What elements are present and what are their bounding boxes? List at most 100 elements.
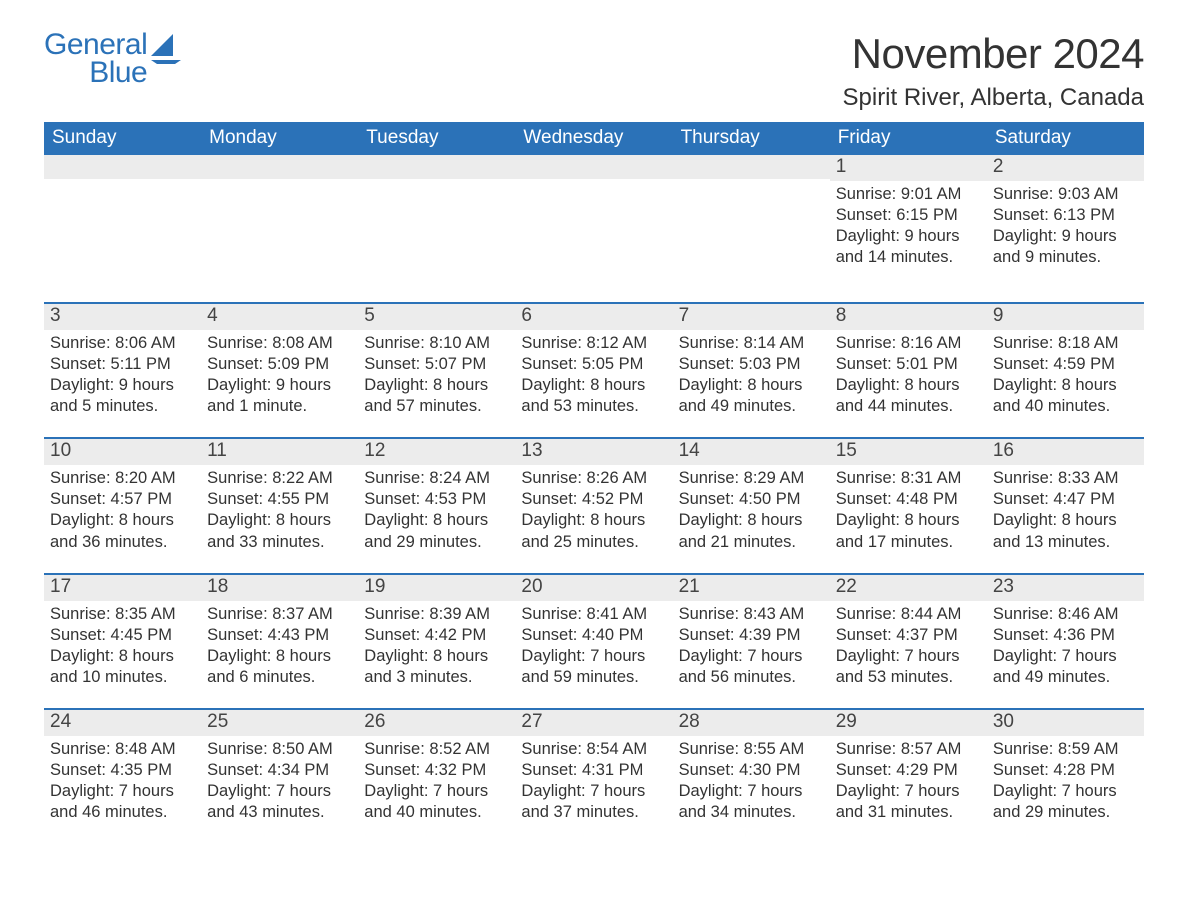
day-cell — [673, 155, 830, 303]
day-number: 22 — [830, 575, 987, 601]
day-of-week-row: Sunday Monday Tuesday Wednesday Thursday… — [44, 122, 1144, 155]
day-sunrise: Sunrise: 8:35 AM — [50, 604, 195, 625]
day-cell: 4Sunrise: 8:08 AMSunset: 5:09 PMDaylight… — [201, 303, 358, 438]
day-dl2: and 40 minutes. — [993, 396, 1138, 417]
day-sunrise: Sunrise: 8:50 AM — [207, 739, 352, 760]
day-dl1: Daylight: 7 hours — [993, 646, 1138, 667]
day-cell: 25Sunrise: 8:50 AMSunset: 4:34 PMDayligh… — [201, 709, 358, 843]
day-cell — [44, 155, 201, 303]
day-sunset: Sunset: 5:07 PM — [364, 354, 509, 375]
day-cell: 27Sunrise: 8:54 AMSunset: 4:31 PMDayligh… — [515, 709, 672, 843]
day-dl1: Daylight: 8 hours — [207, 646, 352, 667]
day-number: 17 — [44, 575, 201, 601]
day-sunset: Sunset: 4:40 PM — [521, 625, 666, 646]
day-sunset: Sunset: 6:13 PM — [993, 205, 1138, 226]
day-dl1: Daylight: 9 hours — [50, 375, 195, 396]
day-dl2: and 29 minutes. — [364, 532, 509, 553]
day-dl2: and 5 minutes. — [50, 396, 195, 417]
table-row: 17 Sunrise: 8:35 AMSunset: 4:45 PM Dayligh… — [44, 574, 1144, 709]
day-number: 30 — [987, 710, 1144, 736]
day-cell: 17Sunrise: 8:35 AMSunset: 4:45 PMDayligh… — [44, 574, 201, 709]
day-sunset: Sunset: 4:31 PM — [521, 760, 666, 781]
day-body: Sunrise: 9:03 AMSunset: 6:13 PMDaylight:… — [987, 181, 1144, 302]
day-dl2: and 21 minutes. — [679, 532, 824, 553]
day-number: 18 — [201, 575, 358, 601]
day-dl2: and 49 minutes. — [679, 396, 824, 417]
day-sunset: Sunset: 4:32 PM — [364, 760, 509, 781]
day-cell: 30Sunrise: 8:59 AMSunset: 4:28 PMDayligh… — [987, 709, 1144, 843]
day-dl1: Daylight: 7 hours — [679, 646, 824, 667]
day-cell: 9Sunrise: 8:18 AMSunset: 4:59 PMDaylight… — [987, 303, 1144, 438]
calendar-body: 1Sunrise: 9:01 AMSunset: 6:15 PMDaylight… — [44, 155, 1144, 843]
day-dl2: and 44 minutes. — [836, 396, 981, 417]
day-body — [201, 179, 358, 216]
day-sunset: Sunset: 4:59 PM — [993, 354, 1138, 375]
day-sunrise: Sunrise: 8:57 AM — [836, 739, 981, 760]
day-dl2: and 25 minutes. — [521, 532, 666, 553]
day-dl2: and 56 minutes. — [679, 667, 824, 688]
day-body: Sunrise: 8:20 AMSunset: 4:57 PMDaylight:… — [44, 465, 201, 572]
day-cell: 11Sunrise: 8:22 AMSunset: 4:55 PMDayligh… — [201, 438, 358, 573]
day-sunrise: Sunrise: 8:12 AM — [521, 333, 666, 354]
day-body: Sunrise: 8:24 AMSunset: 4:53 PMDaylight:… — [358, 465, 515, 572]
day-body: Sunrise: 8:43 AMSunset: 4:39 PMDaylight:… — [673, 601, 830, 708]
day-dl1: Daylight: 8 hours — [836, 510, 981, 531]
day-body: Sunrise: 8:12 AMSunset: 5:05 PMDaylight:… — [515, 330, 672, 437]
day-sunset: Sunset: 4:29 PM — [836, 760, 981, 781]
day-dl1: Daylight: 7 hours — [364, 781, 509, 802]
day-dl1: Daylight: 8 hours — [207, 510, 352, 531]
day-number: 26 — [358, 710, 515, 736]
day-sunrise: Sunrise: 8:55 AM — [679, 739, 824, 760]
day-sunrise: Sunrise: 8:18 AM — [993, 333, 1138, 354]
day-cell: 15Sunrise: 8:31 AMSunset: 4:48 PMDayligh… — [830, 438, 987, 573]
day-sunrise: Sunrise: 8:16 AM — [836, 333, 981, 354]
day-body: Sunrise: 8:41 AMSunset: 4:40 PMDaylight:… — [515, 601, 672, 708]
day-number: 4 — [201, 304, 358, 330]
day-sunrise: Sunrise: 8:52 AM — [364, 739, 509, 760]
logo-word-blue: Blue — [44, 58, 147, 88]
day-number: 10 — [44, 439, 201, 465]
day-number: 9 — [987, 304, 1144, 330]
day-sunrise: Sunrise: 8:39 AM — [364, 604, 509, 625]
table-row: 10Sunrise: 8:20 AMSunset: 4:57 PMDayligh… — [44, 438, 1144, 573]
day-sunset: Sunset: 4:45 PM — [50, 625, 195, 646]
day-number: 1 — [830, 155, 987, 181]
day-cell — [515, 155, 672, 303]
day-body: Sunrise: 8:22 AMSunset: 4:55 PMDaylight:… — [201, 465, 358, 572]
day-number: 19 — [358, 575, 515, 601]
day-body: Sunrise: 8:06 AMSunset: 5:11 PMDaylight:… — [44, 330, 201, 437]
table-row: 3Sunrise: 8:06 AMSunset: 5:11 PMDaylight… — [44, 303, 1144, 438]
day-body: Sunrise: 8:26 AMSunset: 4:52 PMDaylight:… — [515, 465, 672, 572]
table-row: 24Sunrise: 8:48 AMSunset: 4:35 PMDayligh… — [44, 709, 1144, 843]
day-dl1: Daylight: 8 hours — [364, 375, 509, 396]
day-dl1: Daylight: 8 hours — [364, 510, 509, 531]
day-body: Sunrise: 8:16 AMSunset: 5:01 PMDaylight:… — [830, 330, 987, 437]
day-sunrise: Sunrise: 8:26 AM — [521, 468, 666, 489]
day-dl2: and 57 minutes. — [364, 396, 509, 417]
day-sunrise: Sunrise: 8:06 AM — [50, 333, 195, 354]
logo-sail-icon — [151, 34, 187, 64]
day-cell: 16Sunrise: 8:33 AMSunset: 4:47 PMDayligh… — [987, 438, 1144, 573]
day-body: Sunrise: 8:46 AMSunset: 4:36 PMDaylight:… — [987, 601, 1144, 708]
day-dl2: and 34 minutes. — [679, 802, 824, 823]
day-sunset: Sunset: 4:57 PM — [50, 489, 195, 510]
day-number — [201, 155, 358, 179]
day-number: 13 — [515, 439, 672, 465]
day-dl1: Daylight: 8 hours — [679, 375, 824, 396]
day-sunrise: Sunrise: 9:03 AM — [993, 184, 1138, 205]
day-sunset: Sunset: 5:01 PM — [836, 354, 981, 375]
day-sunrise: Sunrise: 8:46 AM — [993, 604, 1138, 625]
day-sunset: Sunset: 4:37 PM — [836, 625, 981, 646]
day-sunrise: Sunrise: 8:37 AM — [207, 604, 352, 625]
day-number: 27 — [515, 710, 672, 736]
day-number: 2 — [987, 155, 1144, 181]
day-body: Sunrise: 8:33 AMSunset: 4:47 PMDaylight:… — [987, 465, 1144, 572]
day-cell: 28Sunrise: 8:55 AMSunset: 4:30 PMDayligh… — [673, 709, 830, 843]
dow-sunday: Sunday — [44, 122, 201, 155]
day-body: Sunrise: 8:44 AMSunset: 4:37 PMDaylight:… — [830, 601, 987, 708]
day-number — [515, 155, 672, 179]
day-number: 25 — [201, 710, 358, 736]
day-body: Sunrise: 8:48 AMSunset: 4:35 PMDaylight:… — [44, 736, 201, 843]
day-sunset: Sunset: 5:03 PM — [679, 354, 824, 375]
day-dl1: Daylight: 7 hours — [521, 781, 666, 802]
